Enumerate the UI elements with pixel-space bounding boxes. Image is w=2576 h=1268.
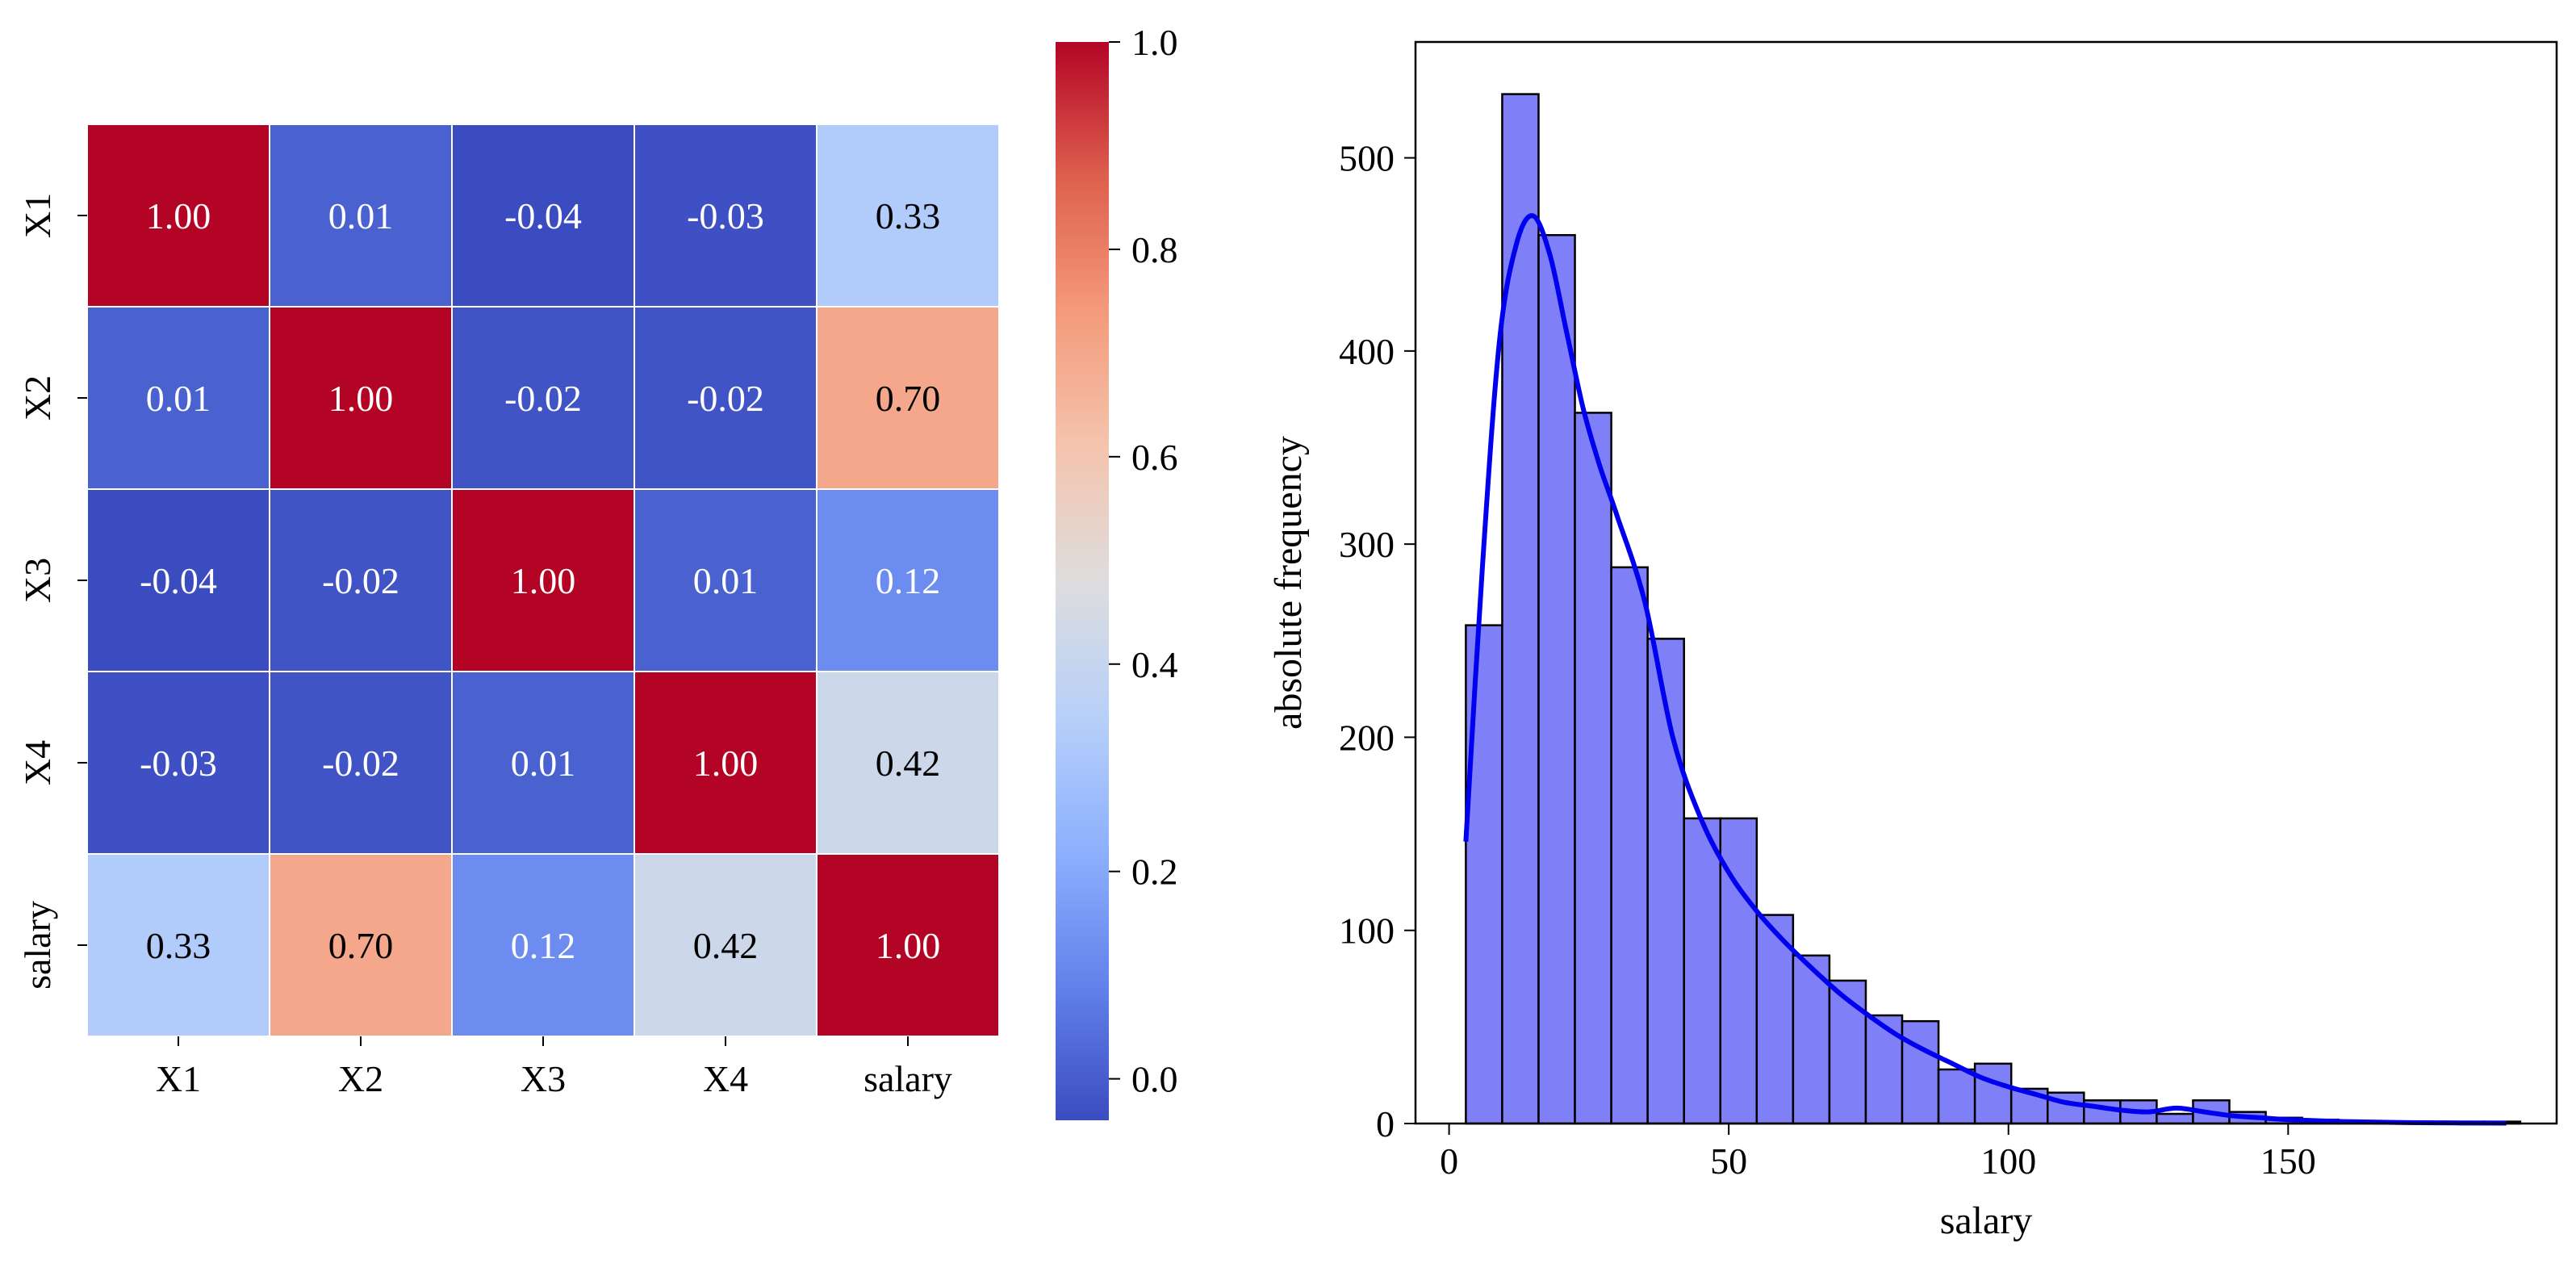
colorbar-tick-label-0: 0.0 [1131,1059,1178,1100]
heatmap-cell-X4-X2 [269,671,453,855]
heatmap-cell-label-X4-salary: 0.42 [876,743,941,784]
heatmap-cell-label-X3-salary: 0.12 [876,560,941,601]
histogram-y-tick-label-5: 500 [1339,138,1395,179]
heatmap-cell-X3-X3 [451,488,635,672]
heatmap-cell-X1-X1 [86,123,270,308]
heatmap-cell-X4-X4 [634,671,818,855]
histogram-y-tick-label-1: 100 [1339,910,1395,952]
histogram-bar-19 [2156,1112,2194,1125]
histogram-x-tick-label-3: 150 [2260,1140,2316,1182]
heatmap-row-label-X3: X3 [17,558,58,603]
heatmap-cell-X2-salary [816,306,1000,490]
heatmap-cell-label-X4-X4: 1.00 [693,743,759,784]
histogram-y-tick-label-0: 0 [1376,1103,1395,1145]
histogram-kde-line [1463,213,2507,1126]
heatmap-cell-label-salary-X2: 0.70 [328,925,394,966]
heatmap-cell-label-X2-X2: 1.00 [328,378,394,419]
heatmap-row-label-X1: X1 [17,193,58,238]
heatmap-cell-X3-X4 [634,488,818,672]
heatmap-cell-X2-X1 [86,306,270,490]
heatmap-cell-salary-X1 [86,853,270,1037]
colorbar-tick-label-4: 0.8 [1131,229,1178,270]
heatmap-cell-label-salary-salary: 1.00 [876,925,941,966]
heatmap-col-label-X4: X4 [703,1058,748,1099]
heatmap-cell-label-X2-salary: 0.70 [876,378,941,419]
heatmap-cell-X3-salary [816,488,1000,672]
heatmap-cell-label-salary-X1: 0.33 [146,925,211,966]
histogram-y-tick-label-4: 400 [1339,331,1395,372]
heatmap-cell-X2-X3 [451,306,635,490]
histogram-bar-3 [1574,412,1612,1125]
colorbar-gradient [1056,42,1109,1120]
heatmap-row-label-X2: X2 [17,375,58,421]
colorbar-tick-label-5: 1.0 [1131,22,1178,63]
histogram-x-axis-label: salary [1940,1199,2033,1242]
histogram-bar-13 [1937,1068,1976,1125]
heatmap-col-label-X2: X2 [338,1058,383,1099]
histogram-y-tick-label-3: 300 [1339,524,1395,565]
histogram-bar-4 [1610,566,1649,1125]
histogram-y-axis-label: absolute frequency [1267,436,1310,730]
histogram-bar-2 [1537,234,1576,1125]
heatmap-cell-salary-salary [816,853,1000,1037]
heatmap-cell-label-X1-X1: 1.00 [146,195,211,236]
histogram-plot-frame [1414,40,2558,1125]
heatmap-cell-salary-X3 [451,853,635,1037]
histogram-bar-0 [1465,624,1503,1125]
heatmap-cell-label-X4-X2: -0.02 [322,743,399,784]
heatmap-col-label-X1: X1 [156,1058,201,1099]
heatmap-cell-label-X4-X3: 0.01 [511,743,576,784]
heatmap-cell-label-X2-X3: -0.02 [504,378,582,419]
heatmap-colorbar: 0.0 0.2 0.4 0.6 0.8 1.0 [1056,22,1178,1120]
histogram-bar-14 [1973,1062,2013,1125]
colorbar-tick-label-3: 0.6 [1131,437,1178,478]
colorbar-tick-label-1: 0.2 [1131,852,1178,893]
histogram-bar-11 [1864,1014,1904,1125]
heatmap-cell-label-X3-X1: -0.04 [140,560,217,601]
histogram-x-tick-label-0: 0 [1440,1140,1458,1182]
salary-histogram: 0 50 100 150 0 100 200 300 400 500 salary absolute … [1267,40,2558,1242]
colorbar-tick-label-2: 0.4 [1131,644,1178,685]
histogram-x-tick-label-1: 50 [1710,1140,1747,1182]
heatmap-cell-label-X1-salary: 0.33 [876,195,941,236]
heatmap-row-label-salary: salary [17,901,58,990]
heatmap-cell-X1-salary [816,123,1000,308]
heatmap-cell-label-X1-X4: -0.03 [687,195,764,236]
histogram-bar-12 [1901,1019,1940,1125]
histogram-bar-1 [1501,93,1540,1125]
correlation-heatmap: 1.00 0.01 -0.04 -0.03 0.33 0.01 1.00 -0.02 -0.02… [17,123,1000,1099]
heatmap-cell-label-X3-X4: 0.01 [693,560,759,601]
histogram-y-tick-label-2: 200 [1339,717,1395,758]
heatmap-cell-salary-X2 [269,853,453,1037]
heatmap-cell-label-X1-X3: -0.04 [504,195,582,236]
heatmap-cell-label-X2-X4: -0.02 [687,378,764,419]
histogram-bar-6 [1683,817,1722,1125]
heatmap-cell-X1-X3 [451,123,635,308]
heatmap-cell-X4-salary [816,671,1000,855]
heatmap-row-label-X4: X4 [17,740,58,785]
heatmap-cell-X4-X3 [451,671,635,855]
heatmap-cell-label-X3-X3: 1.00 [511,560,576,601]
heatmap-cell-X1-X2 [269,123,453,308]
heatmap-col-label-salary: salary [864,1058,952,1099]
heatmap-cell-label-salary-X3: 0.12 [511,925,576,966]
heatmap-col-label-X3: X3 [521,1058,566,1099]
heatmap-cell-label-X4-X1: -0.03 [140,743,217,784]
histogram-x-tick-label-2: 100 [1980,1140,2036,1182]
heatmap-cell-X3-X2 [269,488,453,672]
heatmap-cell-label-X2-X1: 0.01 [146,378,211,419]
heatmap-cell-label-X3-X2: -0.02 [322,560,399,601]
heatmap-cell-label-salary-X4: 0.42 [693,925,759,966]
heatmap-cell-label-X1-X2: 0.01 [328,195,394,236]
heatmap-cell-X1-X4 [634,123,818,308]
